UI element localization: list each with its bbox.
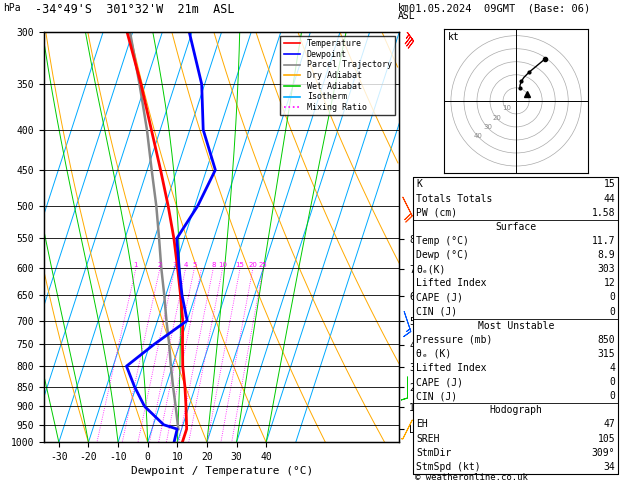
Text: Temp (°C): Temp (°C) bbox=[416, 236, 469, 246]
Text: CIN (J): CIN (J) bbox=[416, 307, 457, 316]
Text: θₑ(K): θₑ(K) bbox=[416, 264, 446, 274]
Text: 30: 30 bbox=[484, 124, 493, 130]
Text: 11.7: 11.7 bbox=[592, 236, 615, 246]
Text: 0: 0 bbox=[610, 377, 615, 387]
Text: Lifted Index: Lifted Index bbox=[416, 278, 487, 288]
Text: 1.58: 1.58 bbox=[592, 208, 615, 218]
Text: 105: 105 bbox=[598, 434, 615, 444]
Text: 4: 4 bbox=[184, 262, 188, 268]
Text: 0: 0 bbox=[610, 307, 615, 316]
Text: Most Unstable: Most Unstable bbox=[477, 321, 554, 330]
Text: 34: 34 bbox=[603, 462, 615, 472]
Text: 47: 47 bbox=[603, 419, 615, 430]
Text: Pressure (mb): Pressure (mb) bbox=[416, 335, 493, 345]
Y-axis label: Mixing Ratio (g/kg): Mixing Ratio (g/kg) bbox=[436, 181, 446, 293]
Text: 0: 0 bbox=[610, 293, 615, 302]
Text: PW (cm): PW (cm) bbox=[416, 208, 457, 218]
Text: hPa: hPa bbox=[3, 3, 21, 14]
Text: CAPE (J): CAPE (J) bbox=[416, 377, 464, 387]
Text: Totals Totals: Totals Totals bbox=[416, 193, 493, 204]
Text: 25: 25 bbox=[259, 262, 267, 268]
Text: CIN (J): CIN (J) bbox=[416, 391, 457, 401]
Text: km: km bbox=[398, 3, 410, 14]
Text: Surface: Surface bbox=[495, 222, 537, 232]
Text: 44: 44 bbox=[603, 193, 615, 204]
X-axis label: Dewpoint / Temperature (°C): Dewpoint / Temperature (°C) bbox=[131, 466, 313, 476]
Text: Lifted Index: Lifted Index bbox=[416, 363, 487, 373]
Text: 2: 2 bbox=[158, 262, 162, 268]
Text: 10: 10 bbox=[218, 262, 227, 268]
Text: 15: 15 bbox=[603, 179, 615, 190]
Text: 20: 20 bbox=[493, 115, 502, 121]
Text: θₑ (K): θₑ (K) bbox=[416, 349, 452, 359]
Text: 0: 0 bbox=[610, 391, 615, 401]
Text: Dewp (°C): Dewp (°C) bbox=[416, 250, 469, 260]
Legend: Temperature, Dewpoint, Parcel Trajectory, Dry Adiabat, Wet Adiabat, Isotherm, Mi: Temperature, Dewpoint, Parcel Trajectory… bbox=[281, 36, 395, 115]
Text: StmDir: StmDir bbox=[416, 448, 452, 458]
Text: © weatheronline.co.uk: © weatheronline.co.uk bbox=[415, 473, 528, 482]
Text: 8.9: 8.9 bbox=[598, 250, 615, 260]
Text: -34°49'S  301°32'W  21m  ASL: -34°49'S 301°32'W 21m ASL bbox=[35, 3, 234, 17]
Text: 309°: 309° bbox=[592, 448, 615, 458]
Text: EH: EH bbox=[416, 419, 428, 430]
Text: 15: 15 bbox=[236, 262, 245, 268]
Text: 40: 40 bbox=[474, 133, 483, 139]
Text: 3: 3 bbox=[172, 262, 177, 268]
Text: 5: 5 bbox=[192, 262, 196, 268]
Text: 12: 12 bbox=[603, 278, 615, 288]
Text: SREH: SREH bbox=[416, 434, 440, 444]
Text: Hodograph: Hodograph bbox=[489, 405, 542, 416]
Text: 01.05.2024  09GMT  (Base: 06): 01.05.2024 09GMT (Base: 06) bbox=[409, 3, 590, 14]
Text: 20: 20 bbox=[248, 262, 257, 268]
Text: 850: 850 bbox=[598, 335, 615, 345]
Text: ASL: ASL bbox=[398, 11, 416, 21]
Text: CAPE (J): CAPE (J) bbox=[416, 293, 464, 302]
Text: StmSpd (kt): StmSpd (kt) bbox=[416, 462, 481, 472]
Text: 4: 4 bbox=[610, 363, 615, 373]
Text: kt: kt bbox=[448, 32, 460, 42]
Text: 8: 8 bbox=[211, 262, 216, 268]
Text: 315: 315 bbox=[598, 349, 615, 359]
Text: 10: 10 bbox=[502, 105, 511, 111]
Text: 303: 303 bbox=[598, 264, 615, 274]
Text: K: K bbox=[416, 179, 422, 190]
Text: 1: 1 bbox=[134, 262, 138, 268]
